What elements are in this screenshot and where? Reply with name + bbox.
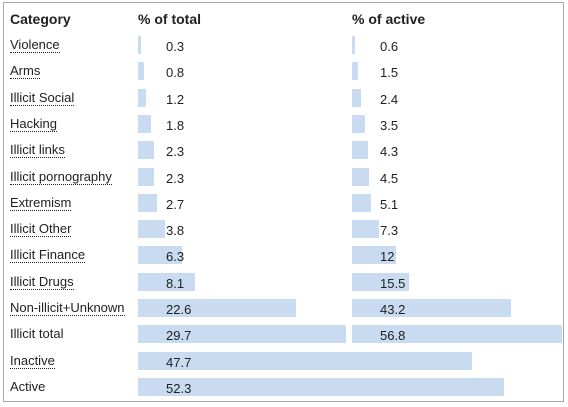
category-label: Active bbox=[10, 378, 46, 394]
table-row: Illicit total 29.7 56.8 bbox=[4, 322, 563, 348]
total-value: 1.2 bbox=[166, 91, 185, 107]
total-bar bbox=[138, 377, 505, 396]
active-value: 43.2 bbox=[380, 302, 406, 317]
table-row: Illicit pornography 2.3 4.5 bbox=[4, 165, 563, 191]
table-row: Inactive 47.7 bbox=[4, 349, 563, 375]
category-label[interactable]: Illicit Drugs bbox=[10, 273, 74, 290]
active-value: 15.5 bbox=[380, 275, 406, 291]
total-value: 0.3 bbox=[166, 39, 185, 54]
total-bar bbox=[138, 246, 183, 265]
table-row: Arms 0.8 1.5 bbox=[4, 59, 563, 85]
total-bar bbox=[138, 62, 144, 81]
total-bar bbox=[138, 36, 141, 54]
active-bar bbox=[352, 246, 397, 265]
table-row: Active 52.3 bbox=[4, 375, 563, 401]
total-value: 8.1 bbox=[166, 275, 185, 291]
header-category: Category bbox=[10, 11, 71, 27]
table-row: Extremism 2.7 5.1 bbox=[4, 191, 563, 217]
active-bar bbox=[352, 220, 379, 239]
header-percent-of-total: % of total bbox=[138, 11, 201, 27]
active-value: 56.8 bbox=[380, 328, 406, 344]
active-bar bbox=[352, 62, 358, 81]
active-bar bbox=[352, 36, 355, 54]
active-bar bbox=[352, 299, 512, 317]
total-bar bbox=[138, 325, 346, 344]
total-value: 2.3 bbox=[166, 144, 185, 160]
total-bar bbox=[138, 272, 195, 291]
active-value: 12 bbox=[380, 249, 395, 265]
category-label: Illicit total bbox=[10, 326, 64, 342]
total-value: 52.3 bbox=[166, 380, 192, 396]
active-value: 4.3 bbox=[380, 144, 399, 160]
table-row: Illicit Other 3.8 7.3 bbox=[4, 217, 563, 243]
category-label[interactable]: Illicit links bbox=[10, 142, 65, 159]
total-bar bbox=[138, 114, 151, 133]
active-value: 5.1 bbox=[380, 196, 399, 212]
total-value: 22.6 bbox=[166, 302, 192, 317]
active-value: 0.6 bbox=[380, 39, 399, 54]
total-value: 2.3 bbox=[166, 170, 185, 186]
category-label[interactable]: Non-illicit+Unknown bbox=[10, 300, 125, 316]
category-label[interactable]: Extremism bbox=[10, 194, 72, 211]
table-row: Illicit Finance 6.3 12 bbox=[4, 243, 563, 269]
category-label[interactable]: Hacking bbox=[10, 115, 57, 132]
category-label[interactable]: Illicit Social bbox=[10, 89, 75, 106]
category-label[interactable]: Violence bbox=[10, 37, 60, 53]
active-bar bbox=[352, 167, 369, 186]
total-bar bbox=[138, 167, 155, 186]
table-row: Illicit Drugs 8.1 15.5 bbox=[4, 270, 563, 296]
total-bar bbox=[138, 88, 147, 107]
total-bar bbox=[138, 351, 472, 370]
total-bar bbox=[138, 141, 155, 160]
header-percent-of-active: % of active bbox=[352, 11, 426, 27]
active-bar bbox=[352, 325, 562, 344]
total-bar bbox=[138, 299, 297, 317]
category-label[interactable]: Illicit pornography bbox=[10, 168, 112, 185]
total-value: 2.7 bbox=[166, 196, 185, 212]
active-bar bbox=[352, 88, 361, 107]
total-bar bbox=[138, 193, 157, 212]
data-table: Category % of total % of active Violence… bbox=[3, 2, 564, 402]
active-value: 3.5 bbox=[380, 117, 399, 133]
active-value: 1.5 bbox=[380, 65, 399, 81]
table-row: Illicit Social 1.2 2.4 bbox=[4, 86, 563, 112]
active-bar bbox=[352, 141, 368, 160]
active-value: 7.3 bbox=[380, 223, 399, 239]
category-label[interactable]: Arms bbox=[10, 63, 41, 80]
total-value: 6.3 bbox=[166, 249, 185, 265]
active-value: 4.5 bbox=[380, 170, 399, 186]
category-label[interactable]: Inactive bbox=[10, 352, 55, 369]
active-value: 2.4 bbox=[380, 91, 399, 107]
active-bar bbox=[352, 193, 371, 212]
total-value: 0.8 bbox=[166, 65, 185, 81]
total-value: 3.8 bbox=[166, 223, 185, 239]
active-bar bbox=[352, 272, 410, 291]
category-label[interactable]: Illicit Finance bbox=[10, 247, 86, 264]
total-value: 1.8 bbox=[166, 117, 185, 133]
total-bar bbox=[138, 220, 165, 239]
category-label[interactable]: Illicit Other bbox=[10, 221, 72, 238]
total-value: 47.7 bbox=[166, 354, 192, 370]
table-row: Violence 0.3 0.6 bbox=[4, 33, 563, 59]
table-row: Non-illicit+Unknown 22.6 43.2 bbox=[4, 296, 563, 322]
total-value: 29.7 bbox=[166, 328, 192, 344]
table-row: Hacking 1.8 3.5 bbox=[4, 112, 563, 138]
active-bar bbox=[352, 114, 365, 133]
table-row: Illicit links 2.3 4.3 bbox=[4, 138, 563, 164]
